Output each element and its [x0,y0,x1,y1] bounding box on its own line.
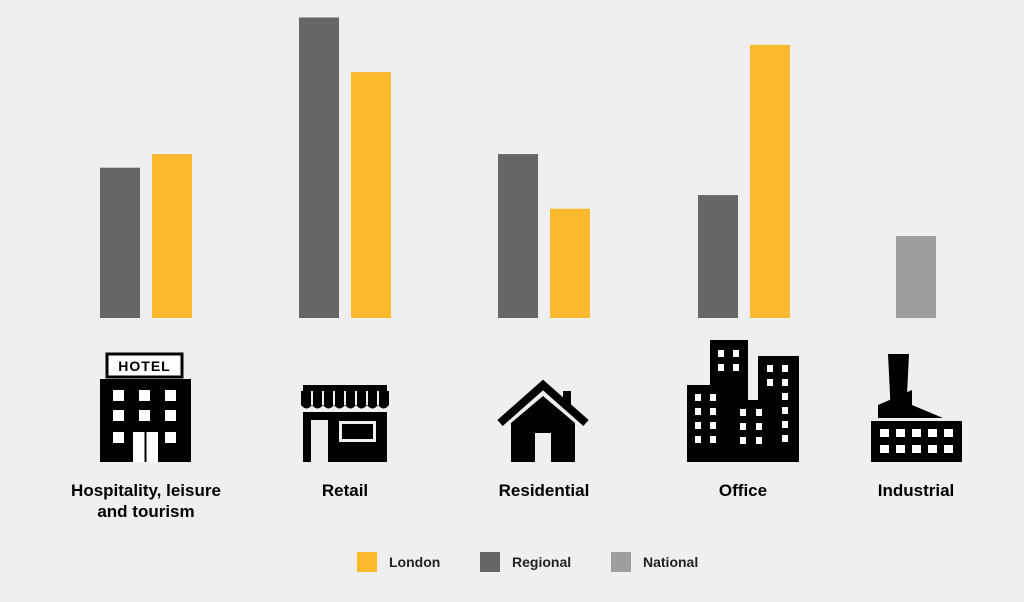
legend-item-london: London [357,552,440,572]
legend-label-national: National [643,554,699,570]
legend: London Regional National [0,552,1024,572]
house-icon [497,379,589,462]
category-label-industrial: Industrial [877,481,955,500]
legend-label-london: London [389,554,441,570]
bar-residential-regional [498,154,538,318]
legend-swatch-national [611,552,631,572]
bar-hospitality-london [152,154,192,318]
category-label-retail: Retail [321,481,369,500]
legend-swatch-london [357,552,377,572]
bar-hospitality-regional [100,167,140,318]
bar-retail-regional [299,17,339,318]
legend-item-regional: Regional [480,552,571,572]
bar-retail-london [351,72,391,318]
legend-item-national: National [611,552,698,572]
bar-residential-london [550,208,590,318]
office-buildings-icon [687,340,799,462]
bars-group [100,17,936,319]
legend-swatch-regional [480,552,500,572]
bar-office-london [750,44,790,319]
category-label-hospitality: Hospitality, leisure and tourism [71,481,221,521]
category-label-residential: Residential [498,481,590,500]
legend-label-regional: Regional [512,554,572,570]
hotel-sign-text: HOTEL [118,358,170,374]
storefront-icon [301,385,389,462]
category-label-office: Office [718,481,768,500]
bar-office-regional [698,195,738,318]
hotel-icon: HOTEL [100,352,191,462]
bar-industrial-national [896,236,936,318]
factory-icon [871,354,962,462]
